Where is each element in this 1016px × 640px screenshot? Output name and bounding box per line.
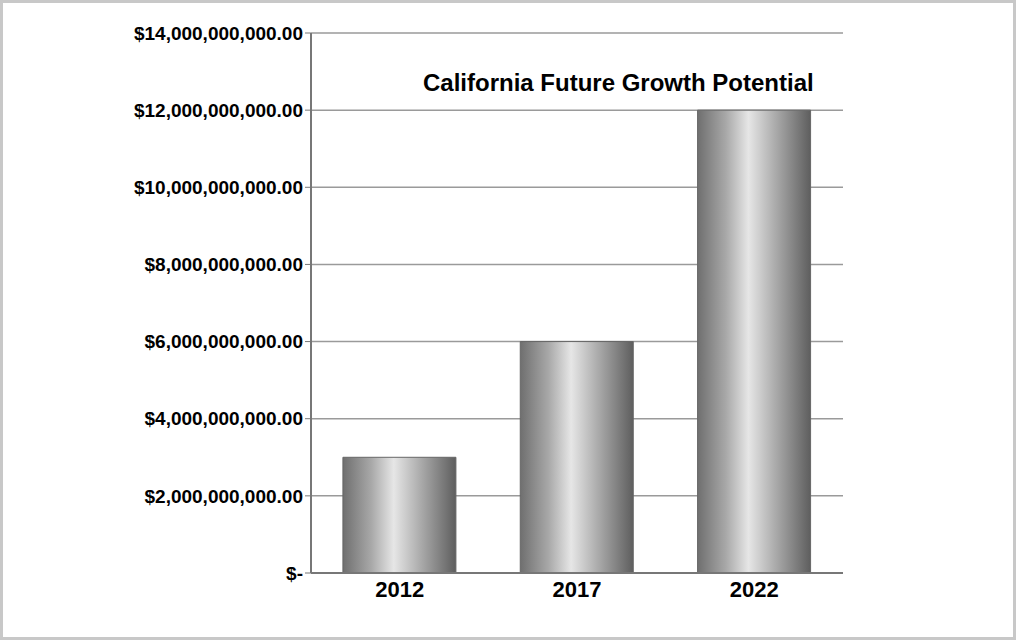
svg-text:2017: 2017 (553, 577, 602, 602)
svg-text:2022: 2022 (730, 577, 779, 602)
html-text:California Future Growth Poten: California Future Growth Potential (423, 69, 814, 96)
svg-text:$14,000,000,000.00: $14,000,000,000.00 (134, 23, 303, 44)
svg-text:$8,000,000,000.00: $8,000,000,000.00 (145, 254, 304, 275)
svg-text:$2,000,000,000.00: $2,000,000,000.00 (145, 486, 304, 507)
svg-text:$4,000,000,000.00: $4,000,000,000.00 (145, 408, 304, 429)
svg-text:$6,000,000,000.00: $6,000,000,000.00 (145, 331, 304, 352)
svg-text:$12,000,000,000.00: $12,000,000,000.00 (134, 100, 303, 121)
svg-text:$-: $- (286, 563, 303, 584)
svg-text:2012: 2012 (375, 577, 424, 602)
svg-text:$10,000,000,000.00: $10,000,000,000.00 (134, 177, 303, 198)
